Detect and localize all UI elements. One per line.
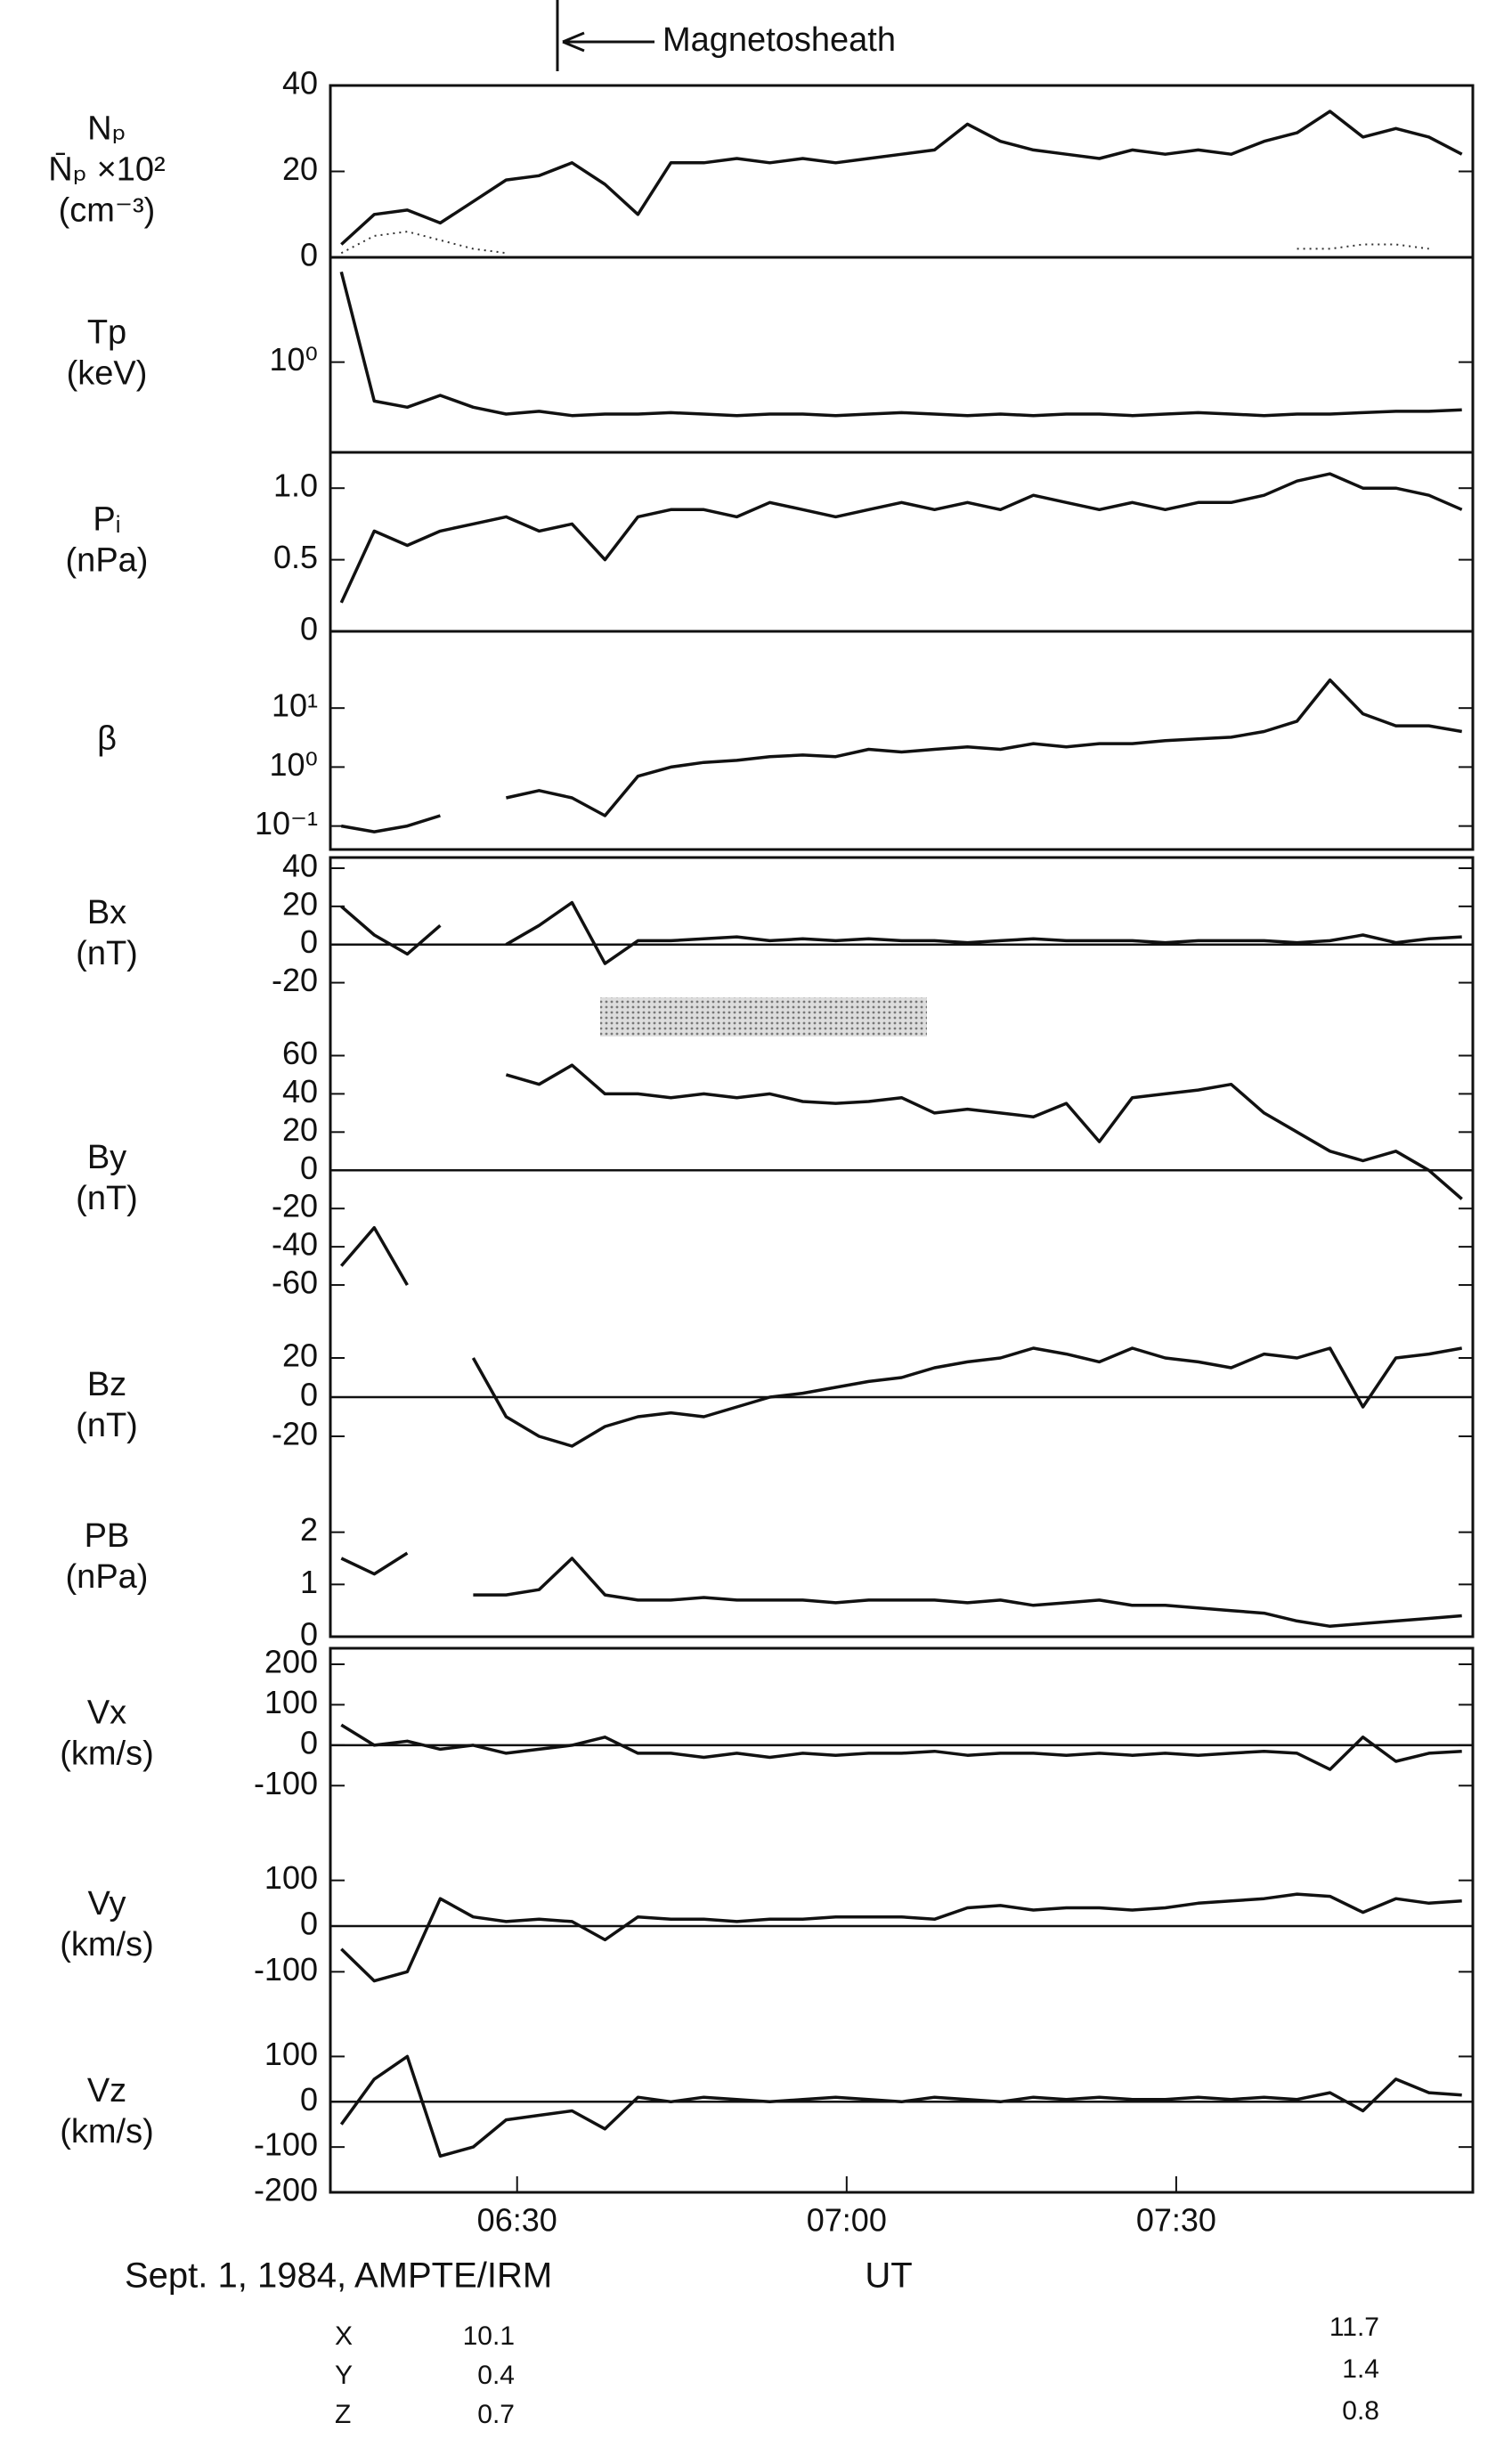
x-axis-label: UT	[865, 2256, 912, 2296]
data-line	[339, 2054, 1462, 2158]
annotation: Magnetosheath	[663, 21, 896, 59]
orbit-label: X	[335, 2321, 353, 2351]
y-tick-label: 0	[300, 1724, 318, 1760]
y-axis-label: (nT)	[76, 1180, 138, 1217]
orbit-value: 11.7	[1329, 2313, 1379, 2342]
caption: Sept. 1, 1984, AMPTE/IRM	[125, 2256, 552, 2296]
data-line	[340, 1551, 1462, 1629]
y-axis-label: (nPa)	[66, 542, 149, 580]
y-tick-label: 40	[282, 1073, 318, 1110]
y-tick-label: -40	[272, 1226, 318, 1263]
y-tick-label: 20	[282, 885, 318, 922]
y-axis-label: N̄ₚ ×10²	[48, 151, 165, 189]
y-tick-label: 200	[264, 1644, 318, 1680]
y-tick-label: 0	[300, 1377, 318, 1413]
y-tick-label: 10⁰	[270, 746, 318, 783]
y-tick-label: 20	[282, 1111, 318, 1148]
y-axis-label: Vx	[87, 1695, 126, 1732]
y-tick-label: 100	[264, 2036, 318, 2072]
data-line	[339, 472, 1463, 604]
y-tick-label: -100	[254, 2126, 318, 2163]
y-axis-label: Vy	[88, 1885, 126, 1923]
panel-frame	[329, 856, 1475, 1638]
orbit-value: 1.4	[1342, 2354, 1379, 2384]
y-tick-label: -100	[254, 1765, 318, 1801]
y-axis-label: (nT)	[76, 1407, 138, 1444]
y-tick-label: 0	[300, 611, 318, 647]
y-tick-label: 100	[264, 1684, 318, 1720]
y-tick-label: 1	[300, 1564, 318, 1600]
y-axis-label: Vz	[87, 2072, 126, 2110]
y-tick-label: -20	[272, 1416, 318, 1452]
data-line	[339, 1063, 1463, 1286]
y-tick-label: -20	[272, 962, 318, 998]
y-axis-label: By	[87, 1139, 126, 1176]
data-line	[340, 1892, 1462, 1983]
y-axis-label: Tp	[87, 314, 126, 352]
y-tick-label: 0	[300, 2081, 318, 2118]
y-axis-label: Bz	[87, 1366, 126, 1403]
data-line	[340, 900, 1462, 965]
data-line	[339, 271, 1462, 418]
y-tick-label: 0.5	[273, 539, 318, 575]
y-tick-label: 2	[300, 1511, 318, 1548]
y-tick-label: -20	[272, 1188, 318, 1224]
y-tick-label: -200	[254, 2172, 318, 2208]
y-axis-label: PB	[85, 1517, 130, 1555]
data-line	[340, 678, 1462, 833]
data-line	[340, 110, 1463, 246]
orbit-value: 10.1	[463, 2321, 515, 2351]
orbit-value: 0.8	[1342, 2396, 1379, 2426]
orbit-value: 0.4	[477, 2361, 515, 2390]
y-tick-label: -60	[272, 1264, 318, 1301]
orbit-value: 0.7	[477, 2400, 515, 2429]
y-tick-label: 0	[300, 1616, 318, 1653]
y-axis-label: Nₚ	[87, 110, 126, 148]
shaded-interval	[600, 997, 927, 1037]
arrow-head	[562, 31, 585, 53]
y-axis-label: Pᵢ	[93, 501, 120, 539]
y-tick-label: 1.0	[273, 467, 318, 504]
y-axis-label: Bx	[87, 894, 126, 931]
y-axis-label: (km/s)	[60, 1736, 154, 1773]
data-line	[471, 1346, 1463, 1448]
y-tick-label: 0	[300, 1906, 318, 1942]
y-tick-label: 100	[264, 1859, 318, 1896]
y-tick-label: 10¹	[272, 687, 318, 724]
y-tick-label: 10⁻¹	[255, 805, 318, 841]
panel-frame	[329, 84, 1475, 851]
y-tick-label: 20	[282, 150, 318, 187]
panel-frame	[329, 1646, 1475, 2194]
y-tick-label: 0	[300, 1150, 318, 1186]
y-tick-label: 40	[282, 848, 318, 884]
y-tick-label: 10⁰	[270, 341, 318, 378]
y-axis-label: (nPa)	[66, 1558, 149, 1596]
x-tick-label: 07:00	[807, 2202, 887, 2239]
x-tick-label: 07:30	[1136, 2202, 1216, 2239]
y-tick-label: 20	[282, 1337, 318, 1374]
y-axis-label: (nT)	[76, 935, 138, 972]
y-axis-label: (cm⁻³)	[59, 192, 156, 230]
y-tick-label: -100	[254, 1951, 318, 1988]
y-tick-label: 60	[282, 1035, 318, 1071]
x-tick-label: 06:30	[477, 2202, 557, 2239]
y-axis-label: (km/s)	[60, 2113, 154, 2150]
y-axis-label: (km/s)	[60, 1926, 154, 1963]
y-tick-label: 40	[282, 65, 318, 102]
y-axis-label: (keV)	[67, 355, 148, 393]
data-line	[340, 231, 1429, 255]
orbit-label: Y	[335, 2361, 353, 2390]
y-tick-label: 0	[300, 237, 318, 273]
data-line	[340, 1723, 1462, 1771]
y-tick-label: 0	[300, 923, 318, 960]
orbit-label: Z	[335, 2400, 351, 2429]
y-axis-label: β	[97, 720, 117, 758]
